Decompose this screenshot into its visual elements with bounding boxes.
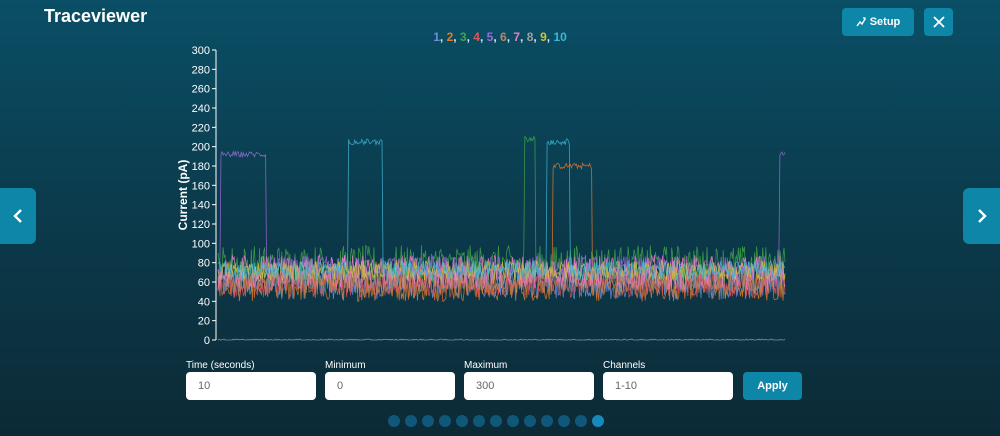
pager-dot[interactable] — [592, 415, 604, 427]
y-tick-label: 80 — [198, 258, 210, 270]
chart-legend: 1, 2, 3, 4, 5, 6, 7, 8, 9, 10 — [433, 30, 567, 44]
y-tick-label: 200 — [192, 142, 210, 154]
y-tick-label: 0 — [204, 335, 210, 347]
y-tick-label: 40 — [198, 296, 210, 308]
series-line-6 — [217, 266, 786, 295]
y-tick-label: 100 — [192, 238, 210, 250]
series-line-7 — [217, 253, 786, 292]
time-input[interactable] — [186, 372, 316, 400]
close-button[interactable] — [924, 8, 953, 36]
close-icon — [932, 16, 945, 28]
chevron-right-icon — [977, 209, 987, 223]
y-tick-label: 260 — [192, 84, 210, 96]
pager-dot[interactable] — [524, 415, 536, 427]
channels-input[interactable] — [603, 372, 733, 400]
y-tick-label: 20 — [198, 316, 210, 328]
y-tick-label: 140 — [192, 200, 210, 212]
y-tick-label: 240 — [192, 103, 210, 115]
y-tick-label: 160 — [192, 180, 210, 192]
apply-button[interactable]: Apply — [743, 372, 802, 400]
pager-dot[interactable] — [558, 415, 570, 427]
pager-dot[interactable] — [388, 415, 400, 427]
pager-dot[interactable] — [473, 415, 485, 427]
channels-label: Channels — [603, 360, 646, 371]
y-axis-label: Current (pA) — [176, 160, 190, 231]
chevron-left-icon — [13, 209, 22, 223]
y-tick-label: 220 — [192, 122, 210, 134]
y-tick-label: 60 — [198, 277, 210, 289]
series-line-8 — [217, 338, 786, 341]
series-line-10 — [217, 138, 786, 282]
pager-dot[interactable] — [439, 415, 451, 427]
app-title: Traceviewer — [44, 6, 148, 26]
legend-entry-10: 10 — [553, 30, 567, 44]
legend-entry-1: 1 — [433, 30, 440, 44]
minimum-label: Minimum — [325, 360, 366, 371]
legend-entry-7: 7 — [513, 30, 521, 44]
y-tick-label: 280 — [192, 64, 210, 76]
pager-dot[interactable] — [541, 415, 553, 427]
y-tick-label: 300 — [192, 45, 210, 57]
series-line-3 — [217, 135, 786, 284]
legend-entry-3: 3 — [459, 30, 467, 44]
time-label: Time (seconds) — [186, 360, 255, 371]
pager-dot[interactable] — [456, 415, 468, 427]
legend-entry-8: 8 — [526, 30, 534, 44]
chart-edit-icon — [856, 17, 866, 27]
next-trace-button[interactable] — [963, 188, 1000, 244]
minimum-input[interactable] — [325, 372, 455, 400]
setup-label: Setup — [869, 16, 901, 28]
legend-entry-5: 5 — [486, 30, 494, 44]
pager-dot[interactable] — [575, 415, 587, 427]
setup-button[interactable]: Setup — [842, 8, 914, 36]
maximum-input[interactable] — [464, 372, 594, 400]
legend-entry-4: 4 — [473, 30, 480, 44]
maximum-label: Maximum — [464, 360, 508, 371]
legend-entry-2: 2 — [446, 30, 454, 44]
pager-dot[interactable] — [507, 415, 519, 427]
pager-dot[interactable] — [422, 415, 434, 427]
y-tick-label: 120 — [192, 219, 210, 231]
trace-pager — [388, 415, 604, 427]
pager-dot[interactable] — [490, 415, 502, 427]
legend-entry-9: 9 — [540, 30, 547, 44]
legend-entry-6: 6 — [500, 30, 507, 44]
pager-dot[interactable] — [405, 415, 417, 427]
prev-trace-button[interactable] — [0, 188, 36, 244]
y-tick-label: 180 — [192, 161, 210, 173]
